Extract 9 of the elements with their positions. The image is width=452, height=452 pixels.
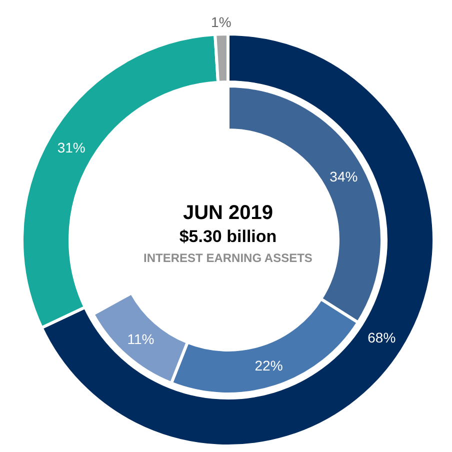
data-label: 22% xyxy=(254,358,283,374)
data-label: 1% xyxy=(211,14,232,30)
data-label: 11% xyxy=(127,331,154,348)
data-label: 68% xyxy=(368,330,396,346)
data-label: 34% xyxy=(330,168,358,184)
text: $5.30 billion xyxy=(178,227,278,247)
data-label: 31% xyxy=(57,139,86,156)
text: INTEREST EARNING ASSETS xyxy=(142,251,314,265)
text: JUN 2019 xyxy=(182,202,274,225)
